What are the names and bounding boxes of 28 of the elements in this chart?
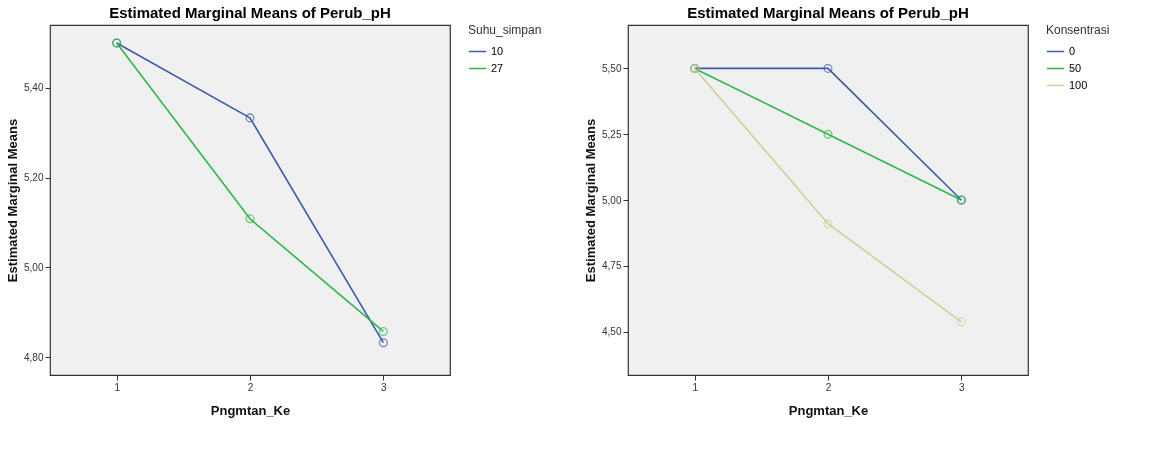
y-axis-title: Estimated Marginal Means: [583, 118, 599, 283]
legend-label: 10: [491, 44, 504, 57]
legend-title: Suhu_simpan: [468, 23, 542, 37]
x-tick-label: 2: [247, 381, 254, 393]
y-tick-label: 5,50: [602, 62, 622, 74]
x-tick-label: 3: [959, 381, 966, 393]
y-tick-label: 4,75: [602, 260, 622, 272]
y-tick-label: 5,00: [602, 194, 622, 206]
x-axis-title: Pngmtan_Ke: [210, 402, 291, 418]
chart-title: Estimated Marginal Means of Perub_pH: [687, 4, 969, 21]
x-tick-label: 1: [692, 381, 699, 393]
y-tick-label: 5,20: [24, 172, 44, 184]
x-tick-label: 1: [114, 381, 121, 393]
y-axis-title: Estimated Marginal Means: [5, 118, 21, 283]
y-tick-label: 5,00: [24, 261, 44, 273]
legend-label: 0: [1069, 44, 1076, 57]
chart-title: Estimated Marginal Means of Perub_pH: [109, 4, 391, 21]
y-tick-label: 5,25: [602, 128, 622, 140]
y-tick-label: 4,50: [602, 326, 622, 338]
legend-label: 50: [1069, 61, 1082, 74]
y-tick-label: 5,40: [24, 82, 44, 94]
x-tick-label: 2: [825, 381, 832, 393]
legend-label: 27: [491, 61, 504, 74]
x-axis-title: Pngmtan_Ke: [788, 402, 869, 418]
legend-title: Konsentrasi: [1046, 23, 1110, 37]
x-tick-label: 3: [381, 381, 388, 393]
y-tick-label: 4,80: [24, 351, 44, 363]
legend-label: 100: [1069, 78, 1088, 91]
